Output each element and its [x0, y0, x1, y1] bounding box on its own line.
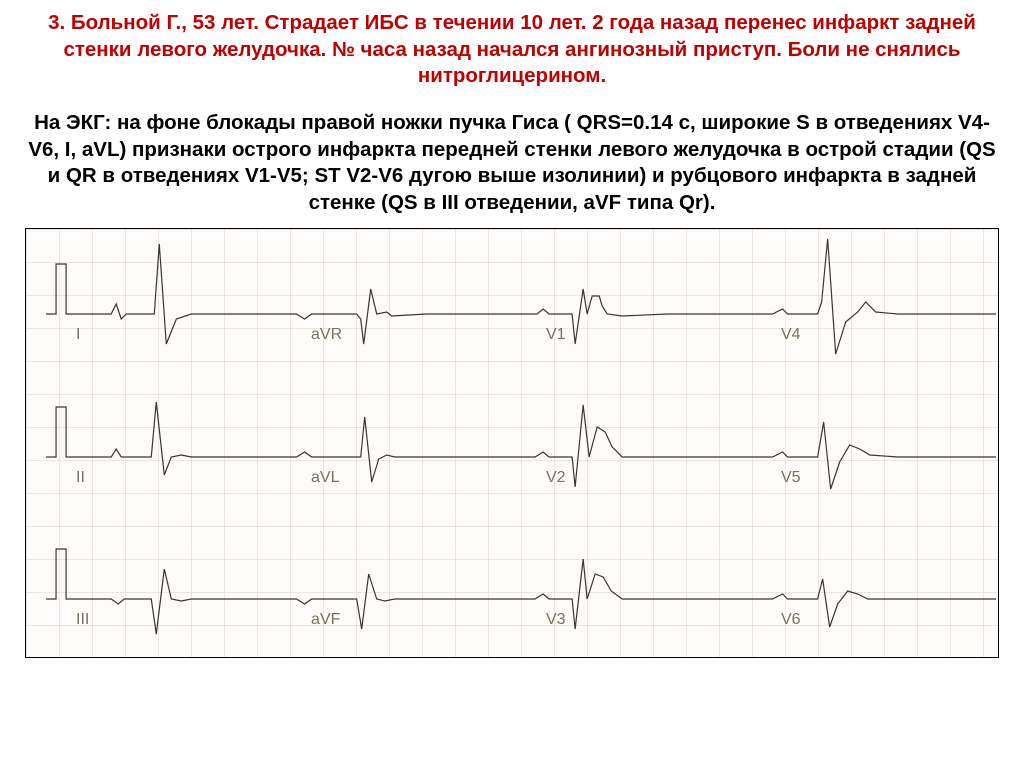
ecg-trace-1 [26, 377, 998, 517]
ecg-row-2: III aVF V3 V6 [26, 519, 998, 658]
ecg-lead-label-aVL: aVL [311, 469, 339, 487]
case-header: 3. Больной Г., 53 лет. Страдает ИБС в те… [25, 10, 999, 90]
ecg-lead-label-V4: V4 [781, 326, 801, 344]
ecg-lead-label-aVF: aVF [311, 611, 340, 629]
ecg-trace-2 [26, 519, 998, 658]
ecg-lead-label-V5: V5 [781, 469, 801, 487]
ecg-lead-label-III: III [76, 611, 89, 629]
ecg-lead-label-II: II [76, 469, 85, 487]
ecg-lead-label-V6: V6 [781, 611, 801, 629]
ecg-trace-0 [26, 234, 998, 374]
ecg-lead-label-V3: V3 [546, 611, 566, 629]
ecg-lead-label-aVR: aVR [311, 326, 342, 344]
ecg-lead-label-I: I [76, 326, 80, 344]
ecg-panel: IaVR V1 V4 II aVL V2 V5 III aVF V3 V6 [25, 228, 999, 658]
ecg-lead-label-V1: V1 [546, 326, 566, 344]
ecg-description: На ЭКГ: на фоне блокады правой ножки пуч… [25, 110, 999, 217]
ecg-lead-label-V2: V2 [546, 469, 566, 487]
ecg-row-0: IaVR V1 V4 [26, 234, 998, 374]
ecg-row-1: II aVL V2 V5 [26, 377, 998, 517]
